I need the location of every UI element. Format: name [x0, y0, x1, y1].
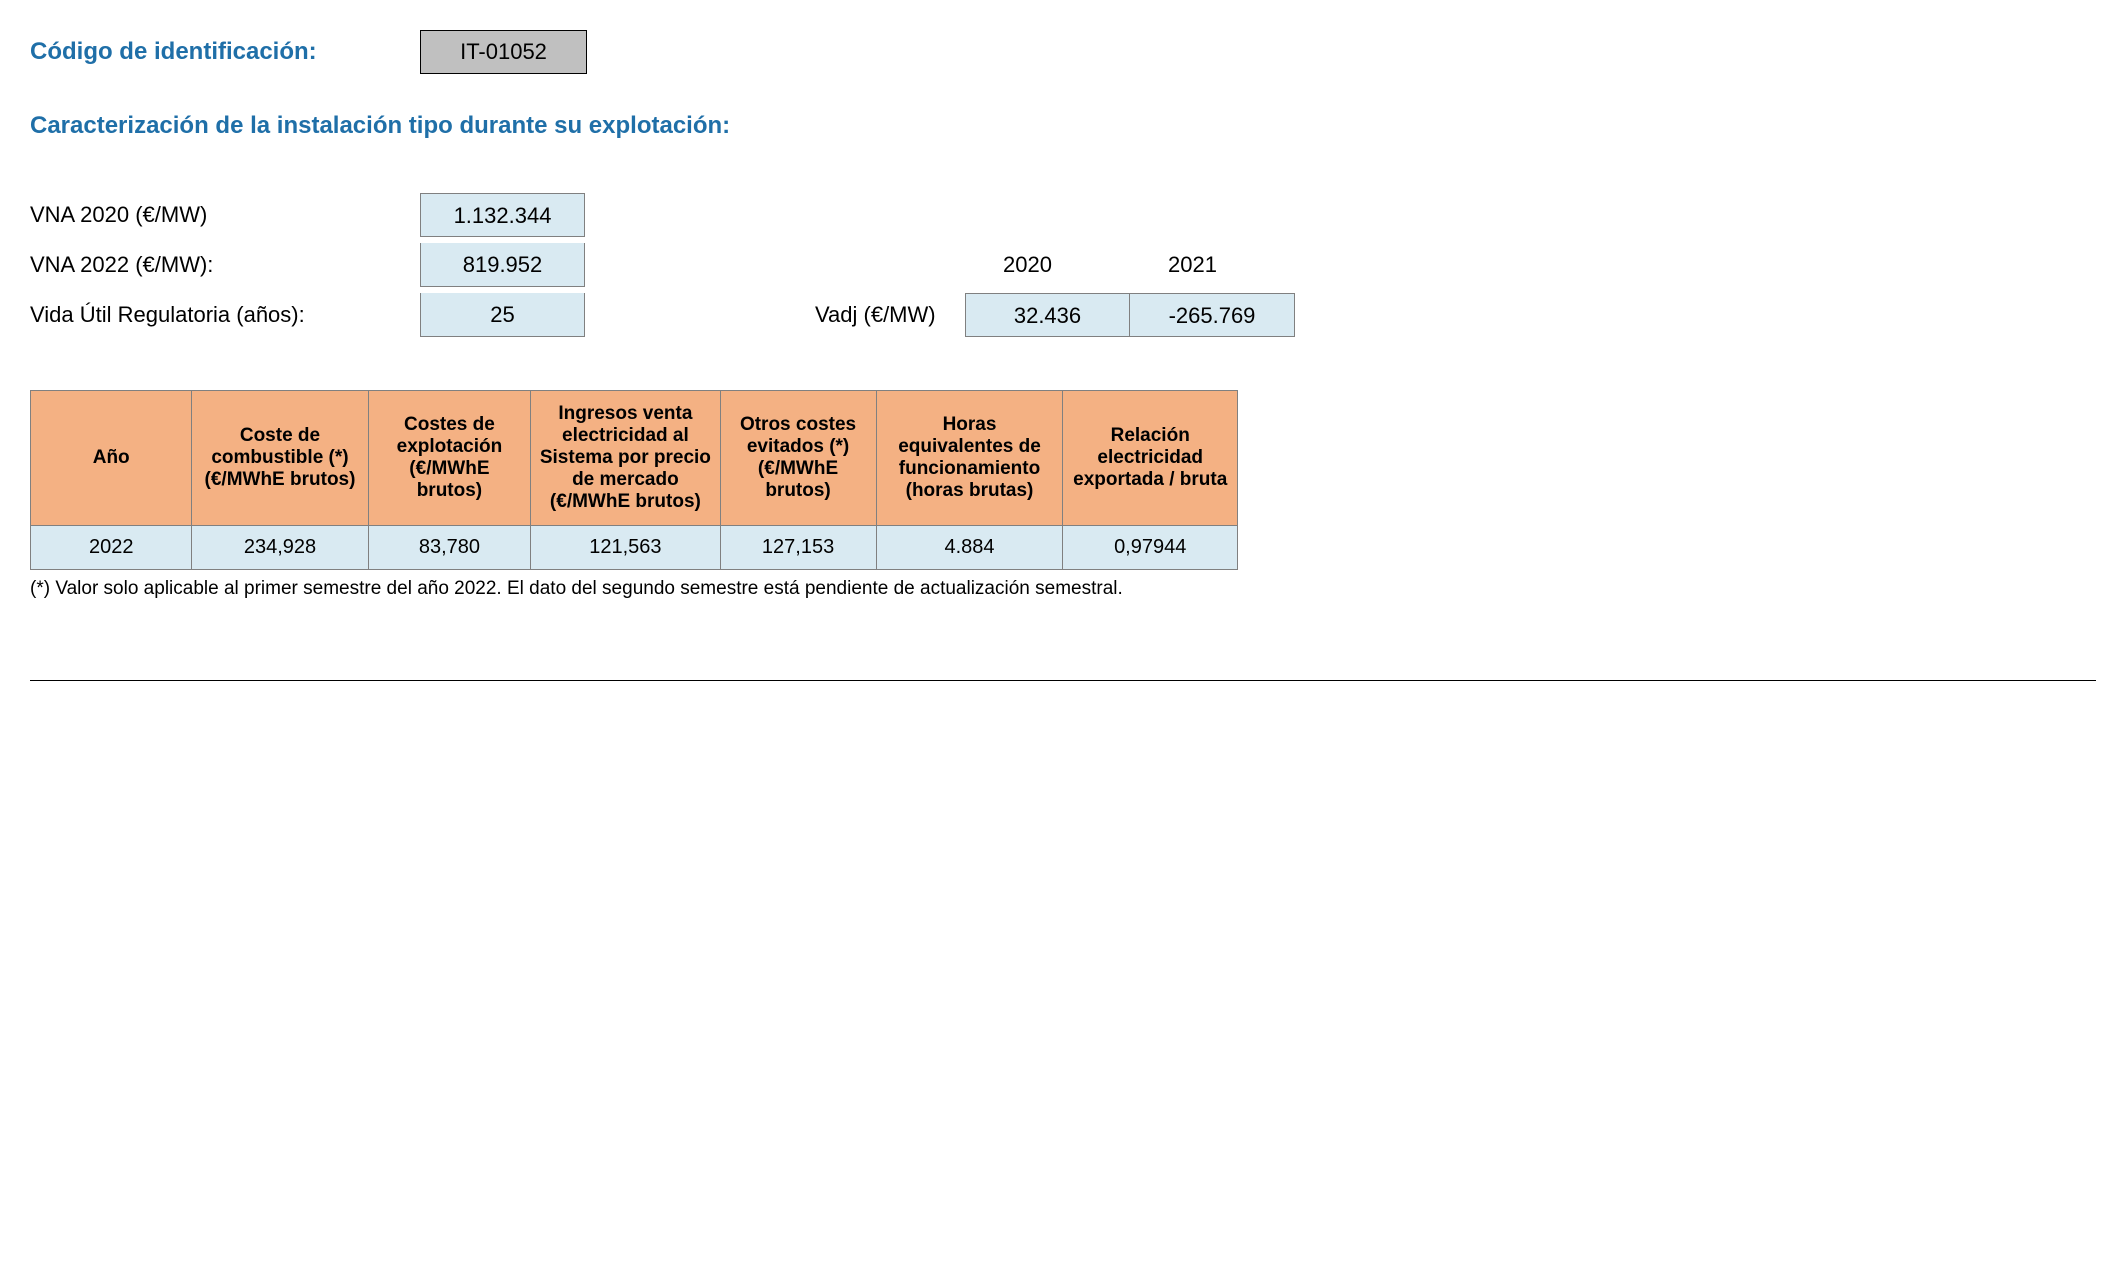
col-otros-costes: Otros costes evitados (*) (€/MWhE brutos…: [720, 391, 876, 526]
col-ano: Año: [31, 391, 192, 526]
vna2020-row: VNA 2020 (€/MW) 1.132.344: [30, 190, 2096, 240]
vna2020-value: 1.132.344: [420, 193, 585, 237]
cell-costes-explotacion: 83,780: [368, 526, 531, 570]
vna2022-label: VNA 2022 (€/MW):: [30, 252, 420, 278]
col-costes-explotacion: Costes de explotación (€/MWhE brutos): [368, 391, 531, 526]
bottom-divider: [30, 680, 2096, 681]
vida-label: Vida Útil Regulatoria (años):: [30, 302, 420, 328]
vida-value: 25: [420, 293, 585, 337]
code-id-value-box: IT-01052: [420, 30, 587, 74]
params-area: VNA 2020 (€/MW) 1.132.344 VNA 2022 (€/MW…: [30, 190, 2096, 340]
col-relacion: Relación electricidad exportada / bruta: [1063, 391, 1238, 526]
vna2022-value: 819.952: [420, 243, 585, 287]
cell-otros-costes: 127,153: [720, 526, 876, 570]
col-coste-combustible: Coste de combustible (*) (€/MWhE brutos): [192, 391, 368, 526]
table-row: 2022 234,928 83,780 121,563 127,153 4.88…: [31, 526, 1238, 570]
vida-row: Vida Útil Regulatoria (años): 25 Vadj (€…: [30, 290, 2096, 340]
cell-ingresos-venta: 121,563: [531, 526, 720, 570]
vna2022-row: VNA 2022 (€/MW): 819.952 2020 2021: [30, 240, 2096, 290]
vadj-2021-value: -265.769: [1130, 293, 1295, 337]
code-id-label: Código de identificación:: [30, 38, 420, 66]
cell-ano: 2022: [31, 526, 192, 570]
exploitation-table: Año Coste de combustible (*) (€/MWhE bru…: [30, 390, 1238, 570]
col-horas-equiv: Horas equivalentes de funcionamiento (ho…: [876, 391, 1063, 526]
code-id-row: Código de identificación: IT-01052: [30, 30, 2096, 74]
table-header-row: Año Coste de combustible (*) (€/MWhE bru…: [31, 391, 1238, 526]
cell-coste-combustible: 234,928: [192, 526, 368, 570]
section-title: Caracterización de la instalación tipo d…: [30, 112, 2096, 140]
vadj-2020-value: 32.436: [965, 293, 1130, 337]
table-footnote: (*) Valor solo aplicable al primer semes…: [30, 578, 2096, 600]
vadj-year-2021-header: 2021: [1110, 252, 1275, 278]
cell-relacion: 0,97944: [1063, 526, 1238, 570]
vadj-label: Vadj (€/MW): [815, 302, 945, 328]
vna2020-label: VNA 2020 (€/MW): [30, 202, 420, 228]
cell-horas-equiv: 4.884: [876, 526, 1063, 570]
col-ingresos-venta: Ingresos venta electricidad al Sistema p…: [531, 391, 720, 526]
vadj-year-2020-header: 2020: [945, 252, 1110, 278]
